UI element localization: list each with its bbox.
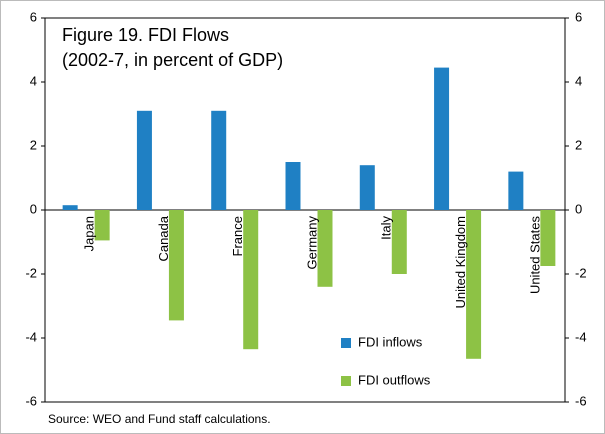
- y-tick-label: -2: [25, 265, 37, 280]
- chart-title: Figure 19. FDI Flows: [62, 25, 229, 45]
- x-tick-label: Japan: [82, 216, 97, 251]
- bar: [508, 171, 524, 210]
- bar: [62, 205, 78, 210]
- x-tick-label: United States: [527, 216, 542, 295]
- x-tick-label: Germany: [304, 216, 319, 270]
- x-tick-label: Canada: [156, 215, 171, 261]
- y-tick-label: 0: [30, 201, 37, 216]
- x-tick-label: France: [230, 216, 245, 256]
- bar: [434, 67, 450, 210]
- source-note: Source: WEO and Fund staff calculations.: [48, 412, 271, 426]
- y2-tick-label: 2: [575, 137, 582, 152]
- y2-tick-label: -6: [575, 393, 587, 408]
- bar: [168, 210, 184, 321]
- bar: [243, 210, 259, 350]
- legend-swatch: [341, 376, 351, 386]
- y2-tick-label: 0: [575, 201, 582, 216]
- y-tick-label: 4: [30, 73, 37, 88]
- bar: [285, 162, 301, 210]
- x-tick-label: United Kingdom: [453, 216, 468, 309]
- y2-tick-label: -2: [575, 265, 587, 280]
- y-tick-label: 6: [30, 9, 37, 24]
- y-tick-label: -6: [25, 393, 37, 408]
- y2-tick-label: 6: [575, 9, 582, 24]
- bar: [136, 110, 152, 210]
- y2-tick-label: 4: [575, 73, 582, 88]
- y-tick-label: -4: [25, 329, 37, 344]
- bar: [391, 210, 407, 274]
- bar: [211, 110, 227, 210]
- bar: [466, 210, 482, 359]
- legend-label: FDI outflows: [358, 372, 431, 387]
- legend-swatch: [341, 338, 351, 348]
- x-tick-label: Italy: [379, 216, 394, 240]
- bar: [359, 165, 375, 210]
- bar: [94, 210, 110, 241]
- bar: [540, 210, 556, 266]
- bar: [317, 210, 333, 287]
- chart-subtitle: (2002-7, in percent of GDP): [62, 50, 283, 70]
- y2-tick-label: -4: [575, 329, 587, 344]
- y-tick-label: 2: [30, 137, 37, 152]
- legend-label: FDI inflows: [358, 334, 423, 349]
